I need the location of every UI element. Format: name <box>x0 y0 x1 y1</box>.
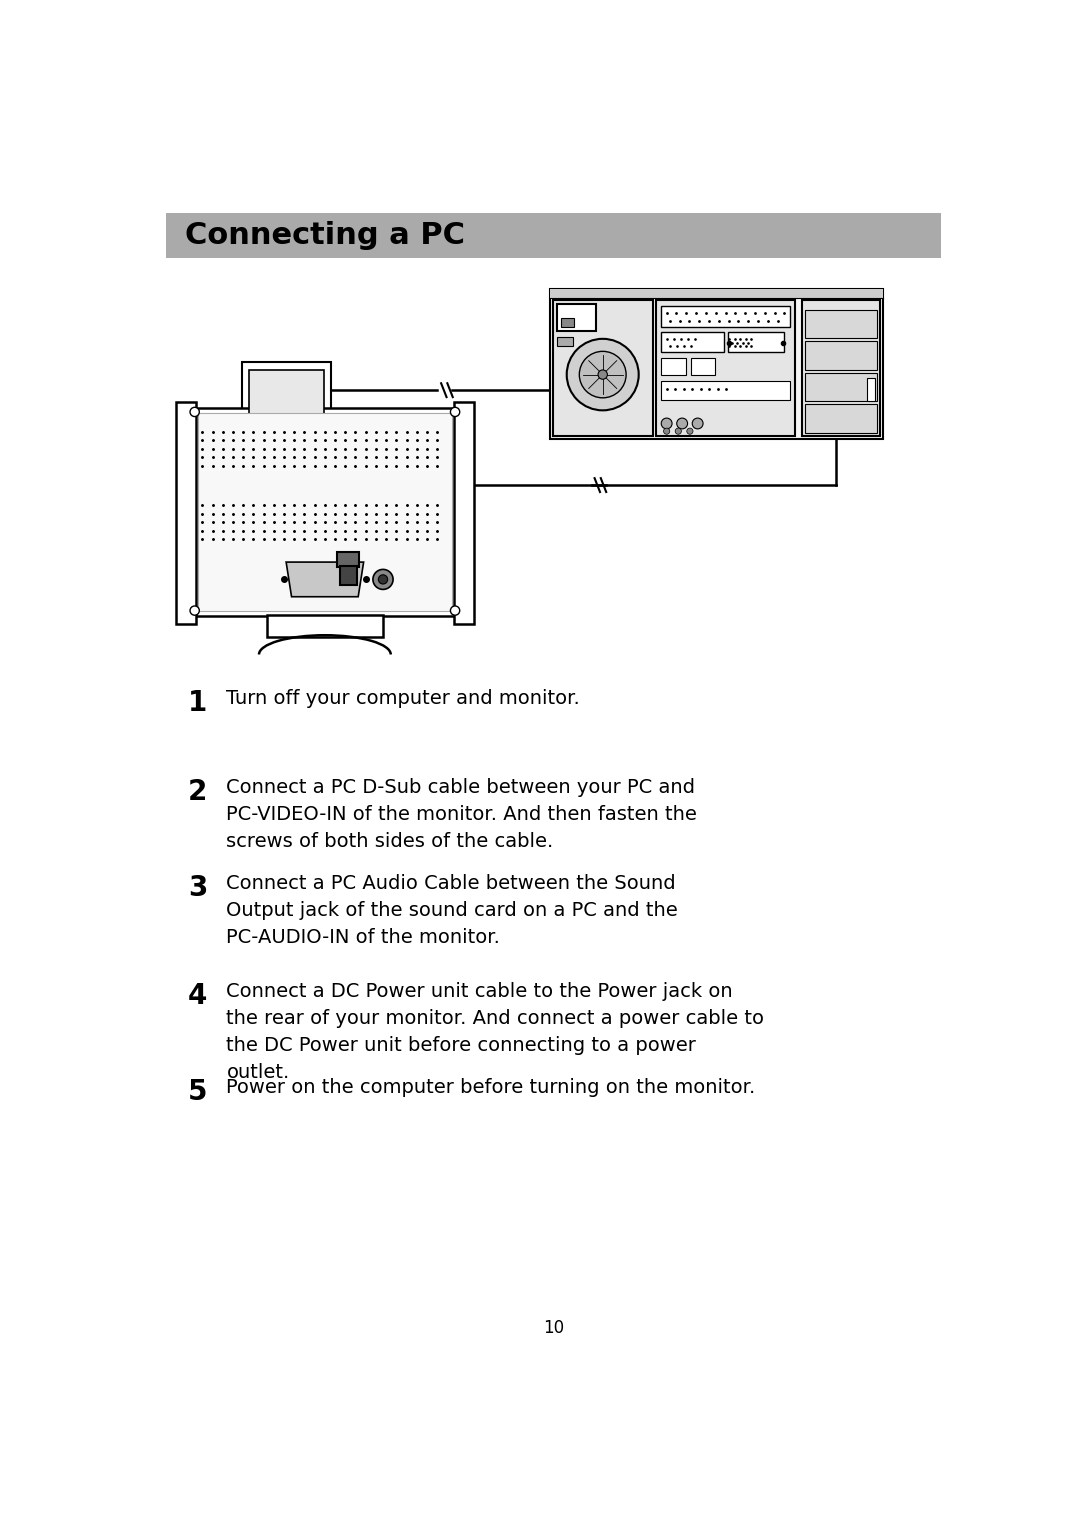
FancyBboxPatch shape <box>176 402 197 623</box>
FancyBboxPatch shape <box>337 553 359 568</box>
FancyBboxPatch shape <box>550 289 882 298</box>
Text: 2: 2 <box>188 777 207 806</box>
Circle shape <box>687 428 693 434</box>
FancyBboxPatch shape <box>311 432 327 440</box>
FancyBboxPatch shape <box>242 362 330 443</box>
FancyBboxPatch shape <box>867 379 875 402</box>
Circle shape <box>450 606 460 615</box>
Circle shape <box>450 408 460 417</box>
FancyBboxPatch shape <box>691 357 715 376</box>
FancyBboxPatch shape <box>805 310 877 337</box>
FancyBboxPatch shape <box>661 305 789 327</box>
FancyBboxPatch shape <box>661 331 724 351</box>
Circle shape <box>567 339 638 411</box>
Text: 1: 1 <box>188 689 207 718</box>
FancyBboxPatch shape <box>267 615 383 637</box>
Text: 4: 4 <box>188 982 207 1009</box>
FancyBboxPatch shape <box>805 405 877 432</box>
Circle shape <box>378 574 388 583</box>
FancyBboxPatch shape <box>193 408 457 615</box>
FancyBboxPatch shape <box>553 299 652 435</box>
Polygon shape <box>286 562 364 597</box>
FancyBboxPatch shape <box>198 414 451 611</box>
FancyBboxPatch shape <box>339 567 356 585</box>
FancyBboxPatch shape <box>557 304 596 331</box>
Circle shape <box>692 418 703 429</box>
Circle shape <box>677 418 688 429</box>
Circle shape <box>190 606 200 615</box>
FancyBboxPatch shape <box>805 373 877 402</box>
Circle shape <box>579 351 626 399</box>
Text: Connect a PC Audio Cable between the Sound
Output jack of the sound card on a PC: Connect a PC Audio Cable between the Sou… <box>227 873 678 947</box>
Circle shape <box>598 370 607 379</box>
Circle shape <box>675 428 681 434</box>
FancyBboxPatch shape <box>562 318 573 327</box>
FancyBboxPatch shape <box>550 289 882 438</box>
FancyBboxPatch shape <box>248 370 324 431</box>
Circle shape <box>190 408 200 417</box>
FancyBboxPatch shape <box>265 450 308 458</box>
Text: 3: 3 <box>188 873 207 902</box>
Text: Connecting a PC: Connecting a PC <box>186 221 465 250</box>
FancyBboxPatch shape <box>166 214 941 258</box>
Text: Turn off your computer and monitor.: Turn off your computer and monitor. <box>227 689 580 709</box>
Text: 10: 10 <box>543 1319 564 1338</box>
FancyBboxPatch shape <box>245 432 261 440</box>
Circle shape <box>661 418 672 429</box>
FancyBboxPatch shape <box>454 402 474 623</box>
FancyBboxPatch shape <box>557 337 572 347</box>
Circle shape <box>373 570 393 589</box>
Circle shape <box>663 428 670 434</box>
Text: Power on the computer before turning on the monitor.: Power on the computer before turning on … <box>227 1078 756 1096</box>
FancyBboxPatch shape <box>656 299 795 435</box>
FancyBboxPatch shape <box>661 357 686 376</box>
FancyBboxPatch shape <box>801 299 880 435</box>
Text: Connect a DC Power unit cable to the Power jack on
the rear of your monitor. And: Connect a DC Power unit cable to the Pow… <box>227 982 765 1083</box>
FancyBboxPatch shape <box>728 331 784 351</box>
FancyBboxPatch shape <box>661 382 789 400</box>
FancyBboxPatch shape <box>805 341 877 370</box>
Text: Connect a PC D-Sub cable between your PC and
PC-VIDEO-IN of the monitor. And the: Connect a PC D-Sub cable between your PC… <box>227 777 698 851</box>
Text: 5: 5 <box>188 1078 207 1106</box>
